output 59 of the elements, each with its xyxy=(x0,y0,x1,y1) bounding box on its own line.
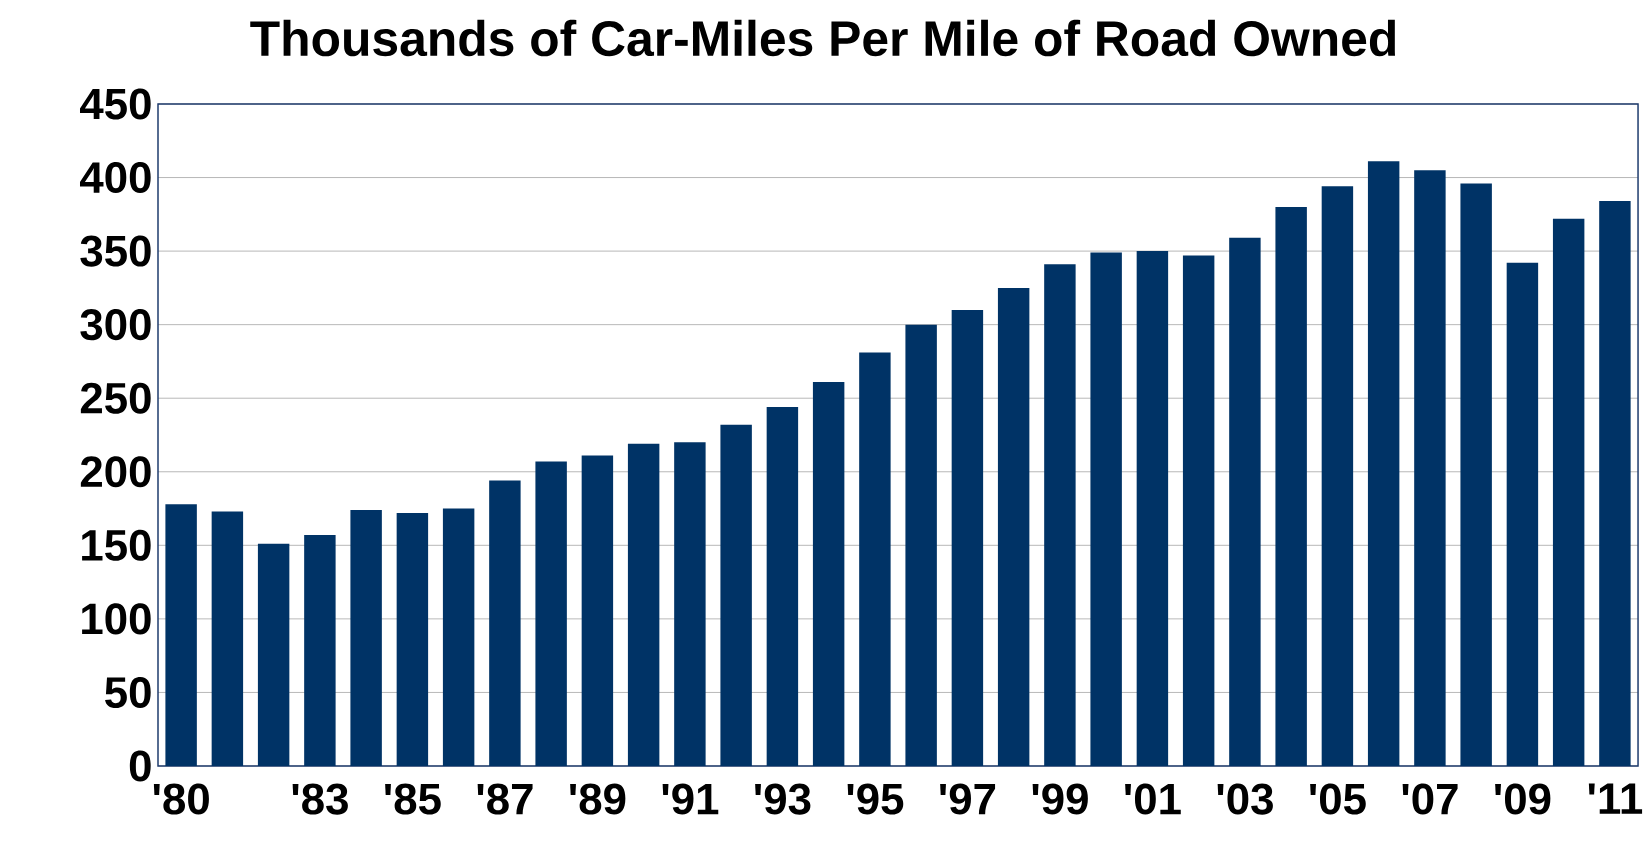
y-tick-label: 400 xyxy=(80,162,151,194)
bar xyxy=(211,511,244,766)
bar xyxy=(581,455,614,766)
bar xyxy=(489,480,521,766)
x-tick-label: '85 xyxy=(385,783,441,815)
bar xyxy=(674,442,706,766)
bar xyxy=(1090,252,1122,766)
x-tick-label: '05 xyxy=(1310,783,1366,815)
bar xyxy=(859,352,891,766)
bar xyxy=(396,512,429,766)
bar xyxy=(766,407,799,766)
bar xyxy=(442,508,475,766)
bar xyxy=(951,309,984,766)
bar xyxy=(350,510,382,766)
x-tick-label: '03 xyxy=(1217,783,1273,815)
bar xyxy=(535,461,567,766)
y-tick-label: 450 xyxy=(80,88,151,120)
bar xyxy=(1136,251,1169,766)
x-tick-label: '87 xyxy=(477,783,533,815)
bar xyxy=(1182,255,1215,766)
bar xyxy=(627,443,660,766)
x-tick-label: '11 xyxy=(1588,783,1643,814)
x-tick-label: '89 xyxy=(570,783,626,815)
bar xyxy=(1414,170,1446,766)
x-tick-label: '07 xyxy=(1402,783,1458,815)
bar xyxy=(1599,201,1631,766)
x-tick-label: '91 xyxy=(662,783,719,815)
bar xyxy=(257,543,290,766)
bar xyxy=(1044,264,1076,766)
x-tick-label: '01 xyxy=(1125,783,1181,815)
y-tick-label: 50 xyxy=(105,676,151,708)
x-tick-label: '80 xyxy=(153,783,209,815)
bar xyxy=(720,424,752,766)
bar xyxy=(1460,183,1492,766)
bar xyxy=(905,324,937,766)
x-tick-label: '95 xyxy=(847,783,904,815)
y-tick-label: 150 xyxy=(82,529,151,561)
bar xyxy=(997,287,1030,766)
x-tick-label: '09 xyxy=(1495,783,1551,815)
y-tick-label: 350 xyxy=(80,235,151,267)
bar xyxy=(1275,206,1307,766)
bar xyxy=(812,382,845,766)
bar xyxy=(1506,262,1539,766)
x-tick-label: '99 xyxy=(1032,783,1088,815)
y-tick-label: 200 xyxy=(80,456,151,488)
x-tick-label: '93 xyxy=(755,783,811,815)
chart-title: Thousands of Car-Miles Per Mile of Road Owned xyxy=(250,19,1396,57)
y-tick-label: 300 xyxy=(80,309,151,341)
x-tick-label: '83 xyxy=(292,783,348,815)
y-tick-label: 0 xyxy=(129,750,151,782)
y-tick-label: 100 xyxy=(82,603,151,635)
bar xyxy=(1229,237,1261,766)
bar xyxy=(1552,218,1585,766)
bar xyxy=(165,504,197,766)
y-tick-label: 250 xyxy=(80,382,151,414)
bar xyxy=(304,535,336,766)
x-tick-label: '97 xyxy=(940,783,996,815)
bar xyxy=(1367,161,1400,766)
bar xyxy=(1321,186,1354,766)
